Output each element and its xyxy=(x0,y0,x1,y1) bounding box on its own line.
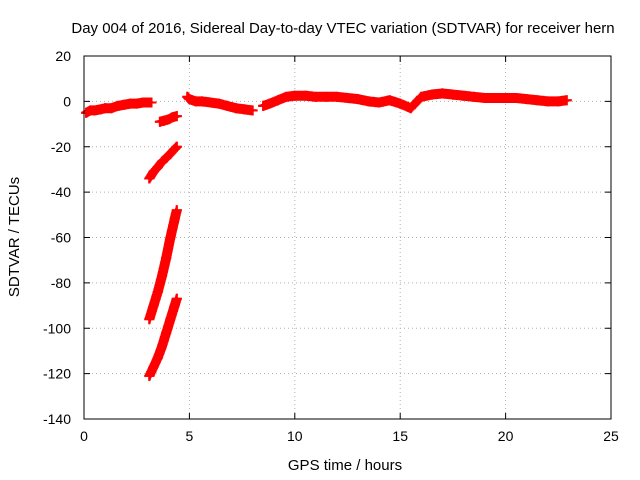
data-point-3-4 xyxy=(161,252,172,263)
data-point-6-2 xyxy=(272,95,283,106)
data-point-6-15 xyxy=(405,103,416,114)
data-points xyxy=(81,88,572,381)
data-point-6-30 xyxy=(553,96,564,107)
data-point-6-20 xyxy=(447,89,458,100)
data-point-6-14 xyxy=(395,98,406,109)
data-point-6-21 xyxy=(458,90,469,101)
data-point-4-3 xyxy=(156,341,167,352)
data-point-6-17 xyxy=(416,91,427,102)
data-point-6-19 xyxy=(437,88,448,99)
grid-lines xyxy=(84,56,611,419)
data-point-2-0 xyxy=(144,173,155,184)
data-point-5-5 xyxy=(213,98,224,109)
data-point-0-9 xyxy=(131,98,142,109)
y-tick-label-3: -80 xyxy=(51,275,71,291)
data-point-3-6 xyxy=(169,214,180,225)
data-point-4-5 xyxy=(165,314,176,325)
data-point-6-27 xyxy=(521,94,532,105)
y-tick-label-7: 0 xyxy=(63,93,71,109)
data-point-6-4 xyxy=(289,90,300,101)
data-point-6-5 xyxy=(300,90,311,101)
data-point-6-6 xyxy=(310,91,321,102)
data-point-0-7 xyxy=(119,99,130,110)
data-point-6-12 xyxy=(374,97,385,108)
data-point-3-0 xyxy=(144,314,155,325)
y-tick-label-4: -60 xyxy=(51,230,71,246)
data-point-3-5 xyxy=(165,232,176,243)
data-point-6-7 xyxy=(321,91,332,102)
data-point-6-13 xyxy=(384,95,395,106)
data-point-2-2 xyxy=(152,162,163,173)
series-segment-7 xyxy=(258,88,572,114)
y-tick-label-5: -40 xyxy=(51,184,71,200)
y-tick-label-1: -120 xyxy=(43,366,71,382)
data-point-5-3 xyxy=(197,96,208,107)
data-point-5-7 xyxy=(230,103,241,114)
data-point-4-4 xyxy=(161,327,172,338)
data-point-3-1 xyxy=(148,300,159,311)
y-tick-label-6: -20 xyxy=(51,139,71,155)
series-segment-6 xyxy=(182,91,258,116)
x-tick-label-3: 15 xyxy=(392,428,408,444)
data-point-6-8 xyxy=(331,91,342,102)
data-point-6-22 xyxy=(468,91,479,102)
data-point-5-1 xyxy=(184,94,195,105)
data-point-1-4 xyxy=(171,111,182,122)
chart-title: Day 004 of 2016, Sidereal Day-to-day VTE… xyxy=(71,20,614,37)
data-point-4-6 xyxy=(169,300,180,311)
series-segment-5 xyxy=(144,293,182,381)
x-tick-label-0: 0 xyxy=(80,428,88,444)
y-tick-label-0: -140 xyxy=(43,411,71,427)
x-axis-label: GPS time / hours xyxy=(288,457,402,474)
y-axis-label: SDTVAR / TECUs xyxy=(6,177,23,297)
data-point-6-11 xyxy=(363,96,374,107)
data-point-6-26 xyxy=(511,92,522,103)
series-segment-1 xyxy=(81,97,157,118)
data-point-6-25 xyxy=(500,92,511,103)
data-point-5-8 xyxy=(239,104,250,115)
data-point-5-4 xyxy=(205,97,216,108)
data-point-6-28 xyxy=(532,95,543,106)
data-point-0-2 xyxy=(89,105,100,116)
data-point-5-9 xyxy=(247,105,258,116)
data-point-6-29 xyxy=(542,96,553,107)
data-point-0-12 xyxy=(146,97,157,108)
data-point-3-7 xyxy=(171,205,182,216)
x-tick-label-5: 25 xyxy=(603,428,619,444)
data-point-6-1 xyxy=(264,98,275,109)
data-point-6-24 xyxy=(490,92,501,103)
data-point-3-2 xyxy=(152,286,163,297)
data-point-5-6 xyxy=(222,100,233,111)
data-point-0-6 xyxy=(112,100,123,111)
series-segment-3 xyxy=(144,141,182,184)
axis-ticks: 0 5 10 15 20 25 -140 -120 -100 -80 -60 -40 -20 0 20 xyxy=(43,48,619,444)
data-point-4-2 xyxy=(152,352,163,363)
data-point-4-1 xyxy=(148,361,159,372)
x-tick-label-4: 20 xyxy=(498,428,514,444)
y-tick-label-2: -100 xyxy=(43,320,71,336)
x-tick-label-2: 10 xyxy=(287,428,303,444)
data-point-0-5 xyxy=(106,103,117,114)
data-point-6-0 xyxy=(258,100,269,111)
data-point-3-3 xyxy=(156,271,167,282)
data-point-2-7 xyxy=(171,141,182,152)
data-point-4-7 xyxy=(171,293,182,304)
x-tick-label-1: 5 xyxy=(186,428,194,444)
data-point-5-0 xyxy=(182,91,193,102)
data-point-6-10 xyxy=(353,94,364,105)
data-point-6-3 xyxy=(281,91,292,102)
data-point-4-0 xyxy=(144,370,155,381)
data-point-2-6 xyxy=(169,144,180,155)
data-point-6-23 xyxy=(479,92,490,103)
data-point-6-31 xyxy=(561,95,572,106)
y-tick-label-8: 20 xyxy=(55,48,71,64)
data-point-6-9 xyxy=(342,92,353,103)
data-point-6-18 xyxy=(426,89,437,100)
series-segment-2 xyxy=(154,111,182,127)
series-segment-4 xyxy=(144,205,182,325)
